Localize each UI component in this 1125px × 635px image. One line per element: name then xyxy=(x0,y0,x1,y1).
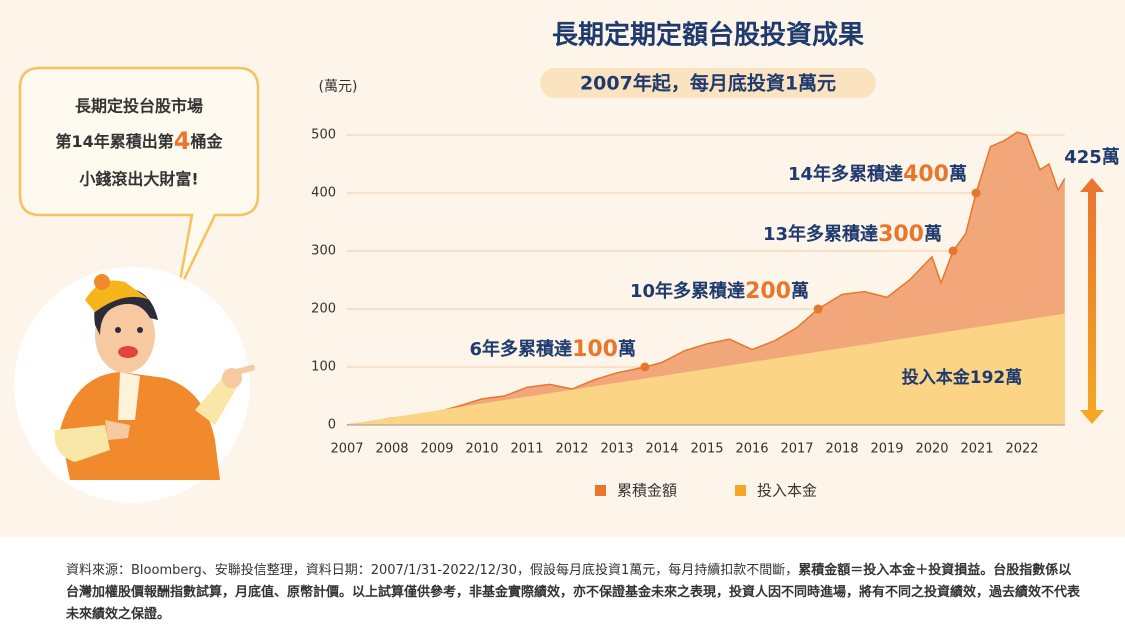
y-tick-label: 100 xyxy=(311,360,336,375)
milestone-prefix: 10年多累積達 xyxy=(630,280,745,302)
y-tick-label: 300 xyxy=(311,244,336,259)
milestone-unit: 萬 xyxy=(791,281,809,302)
x-tick-label: 2013 xyxy=(600,442,633,457)
milestone-unit: 萬 xyxy=(924,224,942,245)
x-tick-label: 2014 xyxy=(645,442,678,457)
area xyxy=(347,313,1065,425)
x-tick-label: 2019 xyxy=(870,442,903,457)
y-tick-label: 400 xyxy=(311,186,336,201)
x-tick-label: 2022 xyxy=(1005,442,1038,457)
footnote-bold: 累積金額＝投入本金＋投資損益。台股指數係以台灣加權股價報酬指數試算，月底值、原幣… xyxy=(66,563,1081,622)
milestone-marker xyxy=(948,246,958,256)
y-tick-label: 0 xyxy=(328,418,336,433)
milestone-label: 10年多累積達200萬 xyxy=(630,279,809,304)
line xyxy=(346,131,1066,426)
y-axis-label: (萬元) xyxy=(319,79,358,95)
milestone-amount: 300 xyxy=(878,222,924,247)
legend-label: 投入本金 xyxy=(757,482,817,500)
bubble-text: 桶金 xyxy=(190,132,223,151)
bubble-line: 小錢滾出大財富! xyxy=(79,170,198,189)
final-label: 425萬 xyxy=(1064,147,1120,168)
x-tick-label: 2016 xyxy=(735,442,768,457)
milestone-marker xyxy=(971,188,981,198)
legend: 累積金額 投入本金 xyxy=(595,482,817,500)
chart: 長期定期定額台股投資成果 2007年起，每月底投資1萬元 (萬元) 0 100 20… xyxy=(0,0,1125,537)
chart-subtitle: 2007年起，每月底投資1萬元 xyxy=(580,72,836,95)
legend-swatch xyxy=(595,485,606,496)
x-tick-label: 2020 xyxy=(915,442,948,457)
milestone-amount: 400 xyxy=(903,162,949,187)
character xyxy=(14,267,255,503)
bubble-number: 4 xyxy=(174,127,191,155)
milestone-prefix: 13年多累積達 xyxy=(763,223,878,245)
speech-bubble xyxy=(18,66,260,293)
milestone-amount: 100 xyxy=(572,337,618,362)
principal-label: 投入本金192萬 xyxy=(902,367,1023,388)
y-tick-label: 200 xyxy=(311,302,336,317)
chart-title: 長期定期定額台股投資成果 xyxy=(552,20,864,51)
milestone-amount: 200 xyxy=(745,279,791,304)
x-tick-label: 2021 xyxy=(960,442,993,457)
x-tick-label: 2012 xyxy=(555,442,588,457)
legend-label: 累積金額 xyxy=(617,482,677,500)
milestone-prefix: 14年多累積達 xyxy=(788,163,903,185)
x-tick-label: 2008 xyxy=(375,442,408,457)
bubble-text: 第14年累積出第 xyxy=(56,132,174,151)
x-tick-label: 2010 xyxy=(465,442,498,457)
footnote: 資料來源：Bloomberg、安聯投信整理，資料日期：2007/1/31-202… xyxy=(66,560,1081,626)
x-tick-label: 2007 xyxy=(330,442,363,457)
milestone-unit: 萬 xyxy=(618,339,636,360)
plot: 0 100 200 300 400 500 2007 2008 2009 2010 2011 2012… xyxy=(311,128,1066,457)
legend-swatch xyxy=(735,485,746,496)
milestone-marker xyxy=(813,304,823,314)
milestone-marker xyxy=(640,362,650,372)
x-tick-label: 2009 xyxy=(420,442,453,457)
milestone-label: 13年多累積達300萬 xyxy=(763,222,942,247)
x-tick-label: 2018 xyxy=(825,442,858,457)
x-tick-label: 2017 xyxy=(780,442,813,457)
x-tick-label: 2015 xyxy=(690,442,723,457)
bubble-line: 長期定投台股市場 xyxy=(75,97,203,116)
y-tick-label: 500 xyxy=(311,128,336,143)
milestone-label: 14年多累積達400萬 xyxy=(788,162,967,187)
milestone-label: 6年多累積達100萬 xyxy=(470,337,636,362)
milestone-unit: 萬 xyxy=(949,164,967,185)
milestone-prefix: 6年多累積達 xyxy=(470,338,573,360)
footnote-text: 資料來源：Bloomberg、安聯投信整理，資料日期：2007/1/31-202… xyxy=(66,563,799,578)
subtitle-pill xyxy=(540,68,876,98)
x-tick-label: 2011 xyxy=(510,442,543,457)
growth-arrow xyxy=(1080,178,1104,424)
bubble-line: 第14年累積出第4桶金 xyxy=(56,127,224,155)
